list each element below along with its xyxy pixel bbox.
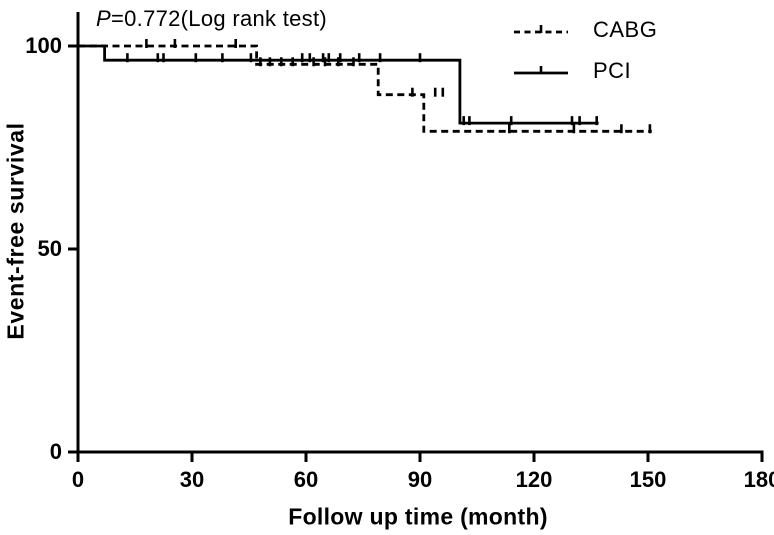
p-value-annotation: P=0.772(Log rank test): [96, 6, 327, 32]
dashed-line-sample-icon: [514, 25, 568, 34]
y-tick-label-0: 0: [49, 439, 62, 464]
x-tick-label-120: 120: [515, 467, 553, 492]
legend-label-cabg: CABG: [593, 17, 658, 42]
y-tick-label-50: 50: [37, 236, 62, 261]
x-tick-label-90: 90: [407, 467, 433, 492]
legend: CABG PCI: [513, 17, 658, 83]
x-tick-label-30: 30: [179, 467, 205, 492]
legend-item-pci: PCI: [513, 58, 657, 83]
legend-item-cabg: CABG: [513, 17, 658, 42]
series-line-cabg: [78, 44, 652, 133]
x-tick-label-150: 150: [629, 467, 667, 492]
x-axis-title: Follow up time (month): [288, 503, 548, 530]
y-axis-title: Event-free survival: [2, 122, 29, 340]
x-tick-label-60: 60: [293, 467, 319, 492]
solid-line-sample-icon: [514, 66, 568, 75]
x-tick-label-0: 0: [71, 467, 85, 492]
x-tick-label-180: 180: [743, 467, 774, 492]
p-symbol: P: [96, 6, 111, 31]
p-text: =0.772(Log rank test): [110, 6, 328, 31]
legend-label-pci: PCI: [593, 58, 632, 83]
y-tick-label-100: 100: [25, 33, 62, 58]
